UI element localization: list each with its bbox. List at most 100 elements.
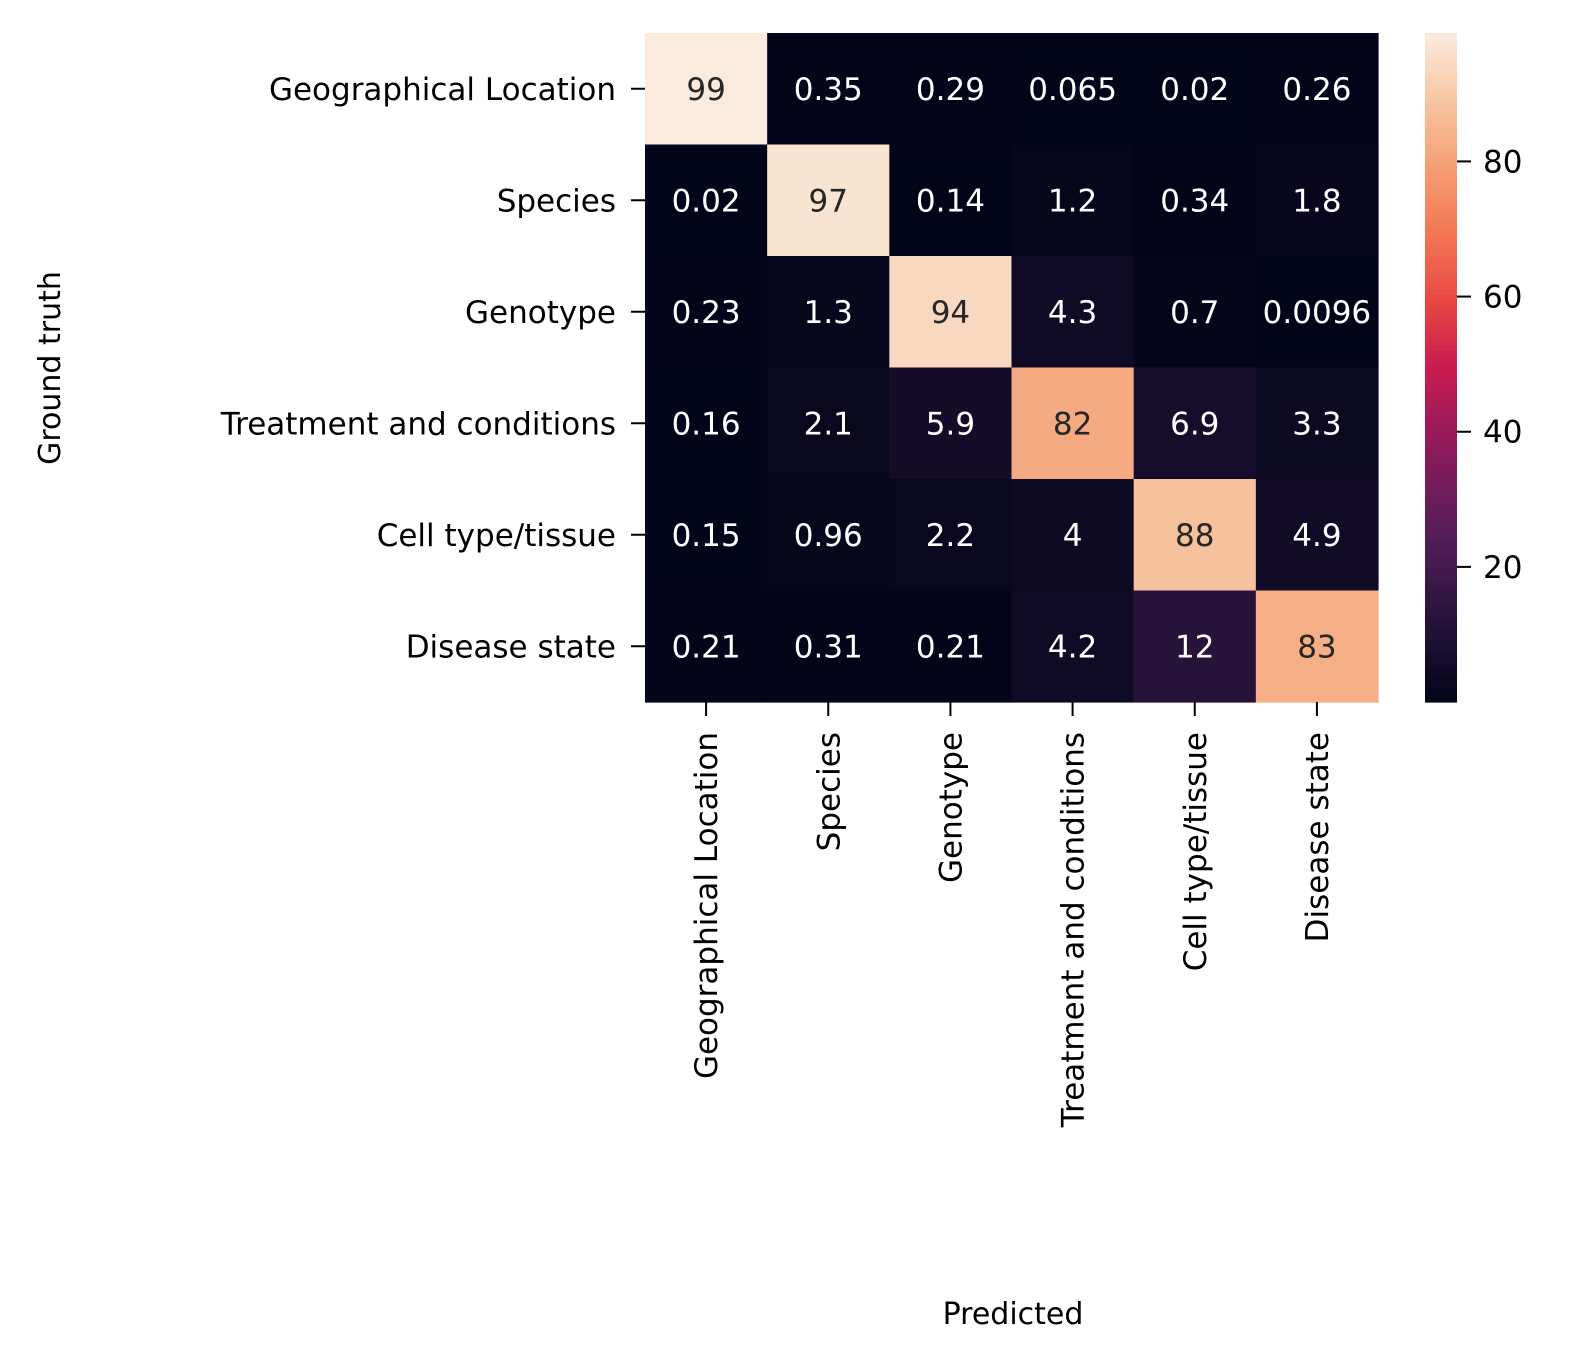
colorbar-segment bbox=[1425, 60, 1457, 68]
cell-label-r0-c4: 0.02 bbox=[1160, 72, 1229, 108]
colorbar-segment bbox=[1425, 467, 1457, 475]
colorbar-tick-label-3: 80 bbox=[1483, 144, 1522, 180]
cell-label-r1-c1: 97 bbox=[809, 183, 848, 219]
y-tick-label-0: Geographical Location bbox=[269, 72, 616, 108]
colorbar-segment bbox=[1425, 607, 1457, 614]
heatmap-cell-r2-c2 bbox=[889, 256, 1013, 369]
heatmap-cell-r0-c3 bbox=[1011, 33, 1135, 146]
heatmap-cell-r4-c4 bbox=[1133, 479, 1257, 592]
colorbar-segment bbox=[1425, 367, 1457, 374]
cell-label-r3-c5: 3.3 bbox=[1292, 406, 1341, 442]
colorbar-segment bbox=[1425, 250, 1457, 257]
heatmap-cell-r4-c5 bbox=[1255, 479, 1379, 592]
colorbar-segment bbox=[1425, 395, 1457, 402]
colorbar-segment bbox=[1425, 66, 1457, 73]
y-tick-labels: Geographical Location Species Genotype Trea… bbox=[220, 72, 645, 665]
cell-label-r4-c2: 2.2 bbox=[926, 518, 975, 554]
colorbar-segment bbox=[1425, 529, 1457, 536]
colorbar-segment bbox=[1425, 261, 1457, 268]
colorbar-segment bbox=[1425, 322, 1457, 330]
colorbar-segment bbox=[1425, 456, 1457, 463]
colorbar-segment bbox=[1425, 55, 1457, 62]
colorbar-segment bbox=[1425, 49, 1457, 56]
colorbar-segment bbox=[1425, 127, 1457, 134]
colorbar-segment bbox=[1425, 328, 1457, 335]
colorbar-segment bbox=[1425, 451, 1457, 458]
heatmap-cell-r3-c5 bbox=[1255, 367, 1379, 480]
cell-label-r3-c2: 5.9 bbox=[926, 406, 975, 442]
cell-label-r1-c4: 0.34 bbox=[1160, 183, 1229, 219]
colorbar: 20 40 60 80 bbox=[1425, 33, 1522, 703]
colorbar-segment bbox=[1425, 256, 1457, 263]
colorbar-segment bbox=[1425, 412, 1457, 419]
colorbar-segment bbox=[1425, 105, 1457, 112]
y-axis-label: Ground truth bbox=[33, 271, 68, 465]
cell-label-r1-c2: 0.14 bbox=[916, 183, 985, 219]
y-tick-label-3: Treatment and conditions bbox=[220, 406, 616, 442]
heatmap-cell-r0-c0 bbox=[645, 33, 768, 146]
heatmap-cell-r2-c0 bbox=[645, 256, 768, 369]
cell-label-r1-c5: 1.8 bbox=[1292, 183, 1341, 219]
heatmap-cell-r2-c3 bbox=[1011, 256, 1135, 369]
colorbar-segment bbox=[1425, 295, 1457, 302]
colorbar-segment bbox=[1425, 200, 1457, 207]
colorbar-segment bbox=[1425, 373, 1457, 380]
heatmap-cell-r5-c0 bbox=[645, 590, 768, 703]
heatmap-cell-r3-c4 bbox=[1133, 367, 1257, 480]
colorbar-segment bbox=[1425, 161, 1457, 168]
colorbar-segment bbox=[1425, 77, 1457, 84]
cell-label-r3-c4: 6.9 bbox=[1170, 406, 1219, 442]
cell-label-r1-c3: 1.2 bbox=[1048, 183, 1097, 219]
colorbar-segment bbox=[1425, 138, 1457, 146]
heatmap-cell-r5-c3 bbox=[1011, 590, 1135, 703]
x-tick-label-1: Species bbox=[811, 732, 847, 851]
colorbar-segment bbox=[1425, 618, 1457, 625]
colorbar-segment bbox=[1425, 568, 1457, 575]
colorbar-segment bbox=[1425, 434, 1457, 441]
heatmap-cell-r1-c3 bbox=[1011, 144, 1135, 257]
colorbar-segment bbox=[1425, 601, 1457, 608]
colorbar-segment bbox=[1425, 44, 1457, 51]
heatmap-cell-r3-c0 bbox=[645, 367, 768, 480]
colorbar-tick-label-0: 20 bbox=[1483, 550, 1522, 586]
colorbar-segment bbox=[1425, 194, 1457, 201]
colorbar-segment bbox=[1425, 350, 1457, 357]
colorbar-segment bbox=[1425, 144, 1457, 151]
colorbar-segment bbox=[1425, 512, 1457, 519]
heatmap-cell-r1-c1 bbox=[767, 144, 890, 257]
cell-label-r0-c3: 0.065 bbox=[1028, 72, 1117, 108]
colorbar-segment bbox=[1425, 551, 1457, 558]
heatmap-cell-r0-c1 bbox=[767, 33, 890, 146]
heatmap-cell-r3-c2 bbox=[889, 367, 1013, 480]
colorbar-segment bbox=[1425, 523, 1457, 530]
colorbar-segment bbox=[1425, 150, 1457, 157]
colorbar-segment bbox=[1425, 679, 1457, 686]
colorbar-segment bbox=[1425, 668, 1457, 675]
colorbar-segment bbox=[1425, 534, 1457, 541]
colorbar-segment bbox=[1425, 651, 1457, 658]
colorbar-segment bbox=[1425, 133, 1457, 140]
colorbar-segment bbox=[1425, 690, 1457, 698]
cell-label-r2-c4: 0.7 bbox=[1170, 295, 1219, 331]
colorbar-segment bbox=[1425, 400, 1457, 408]
x-tick-label-0: Geographical Location bbox=[689, 732, 725, 1079]
cell-label-r5-c4: 12 bbox=[1175, 629, 1214, 665]
colorbar-segment bbox=[1425, 439, 1457, 447]
heatmap-cell-r0-c4 bbox=[1133, 33, 1257, 146]
heatmap-cell-r4-c3 bbox=[1011, 479, 1135, 592]
colorbar-segment bbox=[1425, 473, 1457, 480]
colorbar-segment bbox=[1425, 623, 1457, 631]
y-tick-label-2: Genotype bbox=[465, 295, 616, 331]
colorbar-segment bbox=[1425, 479, 1457, 486]
x-tick-label-5: Disease state bbox=[1300, 732, 1336, 942]
colorbar-segment bbox=[1425, 356, 1457, 363]
colorbar-segment bbox=[1425, 300, 1457, 307]
colorbar-segment bbox=[1425, 389, 1457, 396]
y-tick-label-1: Species bbox=[497, 183, 616, 219]
colorbar-segment bbox=[1425, 244, 1457, 252]
heatmap-cell-r3-c1 bbox=[767, 367, 890, 480]
colorbar-segment bbox=[1425, 228, 1457, 235]
colorbar-segment bbox=[1425, 205, 1457, 212]
heatmap-cell-r1-c2 bbox=[889, 144, 1013, 257]
